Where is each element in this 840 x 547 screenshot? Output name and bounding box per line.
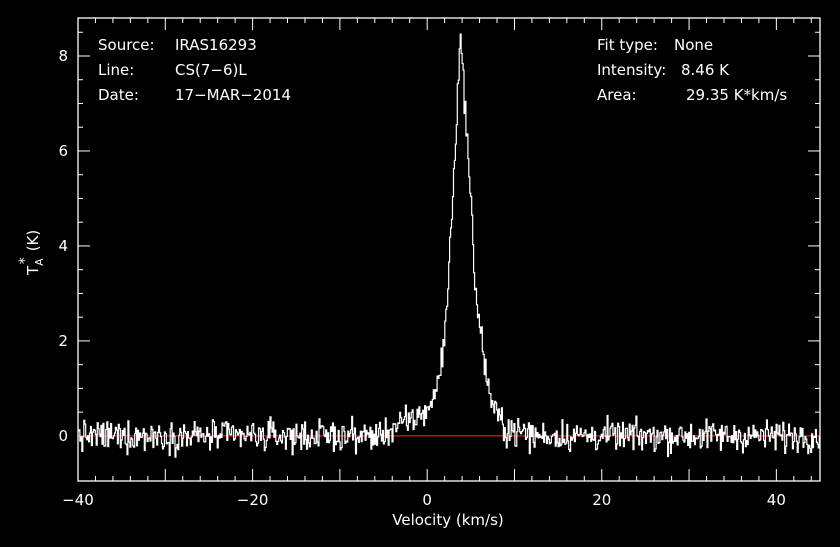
fit-type-value: None — [674, 36, 713, 54]
date-label: Date: — [98, 86, 139, 104]
plot-frame — [77, 17, 821, 482]
x-tick-label: 20 — [592, 491, 611, 509]
x-tick-label: −20 — [237, 491, 269, 509]
axis-tick-labels: −40 −20 0 20 40 0 2 4 6 8 — [58, 47, 785, 509]
y-tick-label: 0 — [58, 427, 68, 445]
area-label: Area: — [597, 86, 637, 104]
y-tick-label: 8 — [58, 47, 68, 65]
x-tick-label: 40 — [767, 491, 786, 509]
y-axis-title-sup: * — [17, 257, 33, 264]
info-block-left: Source: IRAS16293 Line: CS(7−6)L Date: 1… — [98, 36, 291, 104]
info-block-right: Fit type: None Intensity: 8.46 K Area: 2… — [597, 36, 787, 104]
date-value: 17−MAR−2014 — [175, 86, 291, 104]
area-value: 29.35 K*km/s — [686, 86, 787, 104]
y-tick-label: 6 — [58, 142, 68, 160]
fit-type-label: Fit type: — [597, 36, 658, 54]
source-value: IRAS16293 — [175, 36, 257, 54]
intensity-value: 8.46 K — [681, 61, 730, 79]
y-axis-title-unit: (K) — [24, 230, 42, 252]
x-tick-label: 0 — [422, 491, 432, 509]
y-axis-title-text: TA* (K) — [17, 230, 46, 276]
y-axis-title: TA* (K) — [17, 230, 46, 276]
line-value: CS(7−6)L — [175, 61, 247, 79]
x-tick-label: −40 — [62, 491, 94, 509]
y-tick-label: 4 — [58, 237, 68, 255]
y-axis-title-main: T — [24, 265, 42, 276]
spectrum-trace — [78, 33, 820, 458]
x-axis-title: Velocity (km/s) — [392, 511, 503, 529]
line-label: Line: — [98, 61, 134, 79]
source-label: Source: — [98, 36, 155, 54]
y-axis-title-sub: A — [33, 258, 46, 266]
y-tick-label: 2 — [58, 332, 68, 350]
intensity-label: Intensity: — [597, 61, 666, 79]
